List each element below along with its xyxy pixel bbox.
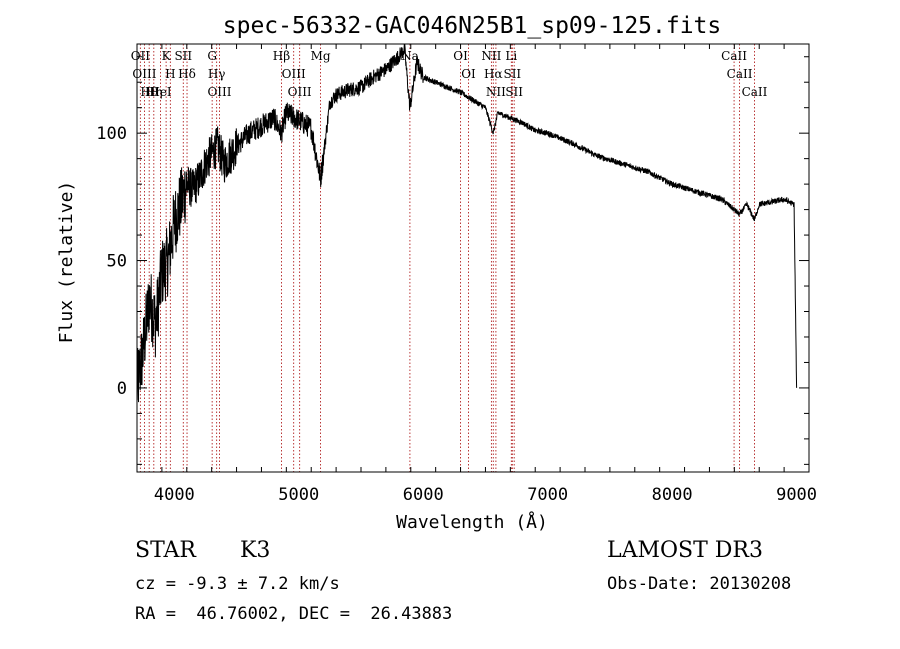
line-label: Hη <box>145 85 163 99</box>
line-label: Hθ <box>140 85 158 99</box>
line-label: OI <box>453 49 468 63</box>
line-label: Hδ <box>178 67 196 81</box>
object-class: STAR <box>135 538 196 563</box>
line-label: CaII <box>727 67 753 81</box>
x-axis: 4000 5000 6000 7000 8000 9000 <box>154 44 817 505</box>
line-label: H <box>165 67 175 81</box>
x-axis-label: Wavelength (Å) <box>396 511 548 533</box>
line-label: OIII <box>288 85 312 99</box>
line-label: SII <box>174 49 192 63</box>
x-tick-label: 5000 <box>278 485 319 505</box>
x-tick-label: 4000 <box>154 485 195 505</box>
plot-frame <box>136 43 810 473</box>
spectrum-line <box>136 43 798 403</box>
redshift-cz: cz = -9.3 ± 7.2 km/s <box>135 574 340 594</box>
line-label: OI <box>461 67 476 81</box>
y-axis-label: Flux (relative) <box>56 181 77 344</box>
line-label: SII <box>505 85 523 99</box>
x-tick-label: 6000 <box>403 485 444 505</box>
line-label: Li <box>505 49 517 63</box>
ra-dec: RA = 46.76002, DEC = 26.43883 <box>135 604 453 624</box>
y-tick-label: 0 <box>117 379 127 399</box>
survey-name: LAMOST DR3 <box>607 538 763 563</box>
line-label: Hγ <box>208 67 226 81</box>
x-tick-label: 8000 <box>652 485 693 505</box>
line-label: HeI <box>149 85 172 99</box>
line-label: SII <box>503 67 521 81</box>
line-label: CaII <box>742 85 768 99</box>
y-axis: 0 50 100 <box>96 56 809 465</box>
chart-title: spec-56332-GAC046N25B1_sp09-125.fits <box>223 13 722 39</box>
line-label: OII <box>131 49 151 63</box>
x-tick-label: 7000 <box>527 485 568 505</box>
observation-date: Obs-Date: 20130208 <box>607 574 792 594</box>
line-label: NII <box>486 85 506 99</box>
emission-line-markers <box>139 44 755 472</box>
x-tick-label: 9000 <box>776 485 817 505</box>
object-subclass: K3 <box>240 538 271 563</box>
line-label: OIII <box>132 67 156 81</box>
line-label: Hα <box>484 67 503 81</box>
line-label: K <box>162 49 172 63</box>
line-label: OIII <box>282 67 306 81</box>
line-label: Mg <box>311 49 331 63</box>
y-tick-label: 50 <box>107 252 127 272</box>
line-label: NII <box>481 49 501 63</box>
line-label: OIII <box>207 85 231 99</box>
line-label: CaII <box>721 49 747 63</box>
y-tick-label: 100 <box>96 124 127 144</box>
line-label: G <box>207 49 217 63</box>
line-label: Hβ <box>273 49 290 63</box>
